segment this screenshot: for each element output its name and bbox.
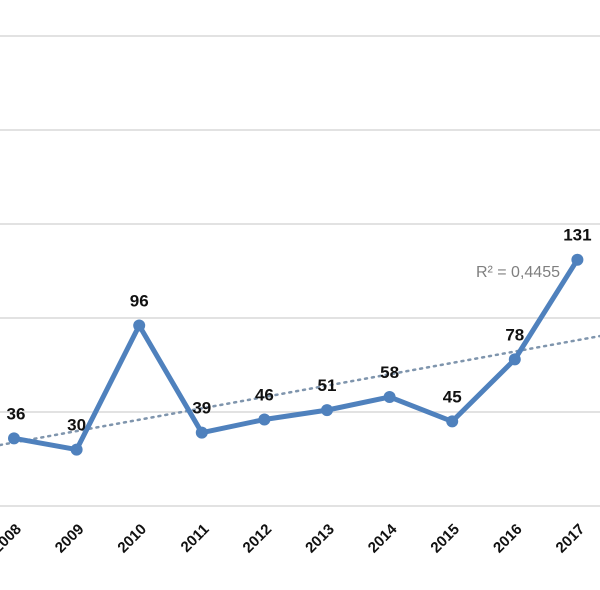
- trendline-r2-label: R² = 0,4455: [476, 264, 560, 281]
- data-label: 58: [380, 363, 399, 382]
- x-tick-label: 2011: [178, 521, 213, 556]
- data-label: 45: [443, 387, 462, 406]
- data-label: 30: [67, 416, 86, 435]
- x-tick-label: 2014: [365, 520, 401, 556]
- data-label: 51: [318, 376, 337, 395]
- x-tick-label: 2012: [240, 521, 276, 557]
- data-point: [571, 253, 584, 266]
- x-tick-label: 2016: [490, 521, 526, 557]
- data-point: [321, 404, 333, 417]
- data-point: [195, 426, 208, 439]
- data-point: [8, 432, 20, 445]
- x-tick-label: 2008: [0, 521, 25, 557]
- x-tick-label: 2010: [114, 521, 150, 557]
- series-line: [11, 257, 580, 453]
- data-point: [258, 413, 271, 426]
- x-tick-label: 2015: [427, 521, 463, 557]
- data-label: 131: [563, 226, 591, 245]
- data-point: [70, 443, 83, 456]
- data-label: 46: [255, 386, 274, 405]
- trendline: [0, 334, 600, 447]
- x-tick-label: 2009: [52, 521, 88, 557]
- data-point: [446, 415, 459, 428]
- data-label: 96: [130, 292, 149, 311]
- data-label: 78: [505, 325, 524, 344]
- x-tick-label: 2017: [553, 521, 589, 557]
- data-point: [133, 319, 146, 332]
- data-point: [508, 353, 521, 366]
- data-point: [383, 390, 396, 403]
- x-tick-label: 2013: [302, 521, 338, 557]
- data-label: 36: [7, 404, 26, 423]
- data-label: 39: [192, 399, 211, 418]
